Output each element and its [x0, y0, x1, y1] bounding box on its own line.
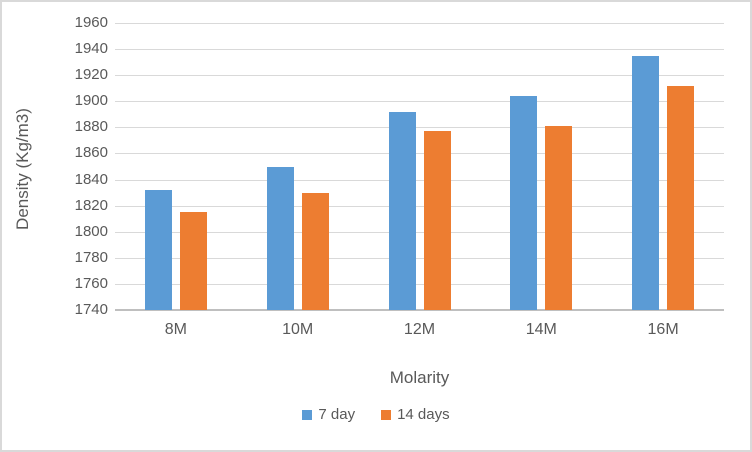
y-tick-label-1880: 1880	[74, 118, 108, 136]
plot-area	[115, 23, 724, 311]
bar-7day-8M	[144, 189, 172, 310]
bar-7day-12M	[388, 111, 416, 310]
gridline-y-1820	[115, 205, 724, 207]
y-tick-label-1840: 1840	[74, 170, 108, 188]
bar-14days-10M	[301, 192, 329, 310]
legend-label: 14 days	[397, 406, 450, 423]
legend-item-14days: 14 days	[381, 406, 450, 423]
legend-swatch-icon	[381, 409, 392, 420]
y-tick-label-1780: 1780	[74, 248, 108, 266]
x-tick-label-14M: 14M	[525, 321, 557, 338]
gridline-y-1780	[115, 257, 724, 259]
gridline-y-1960	[115, 23, 724, 24]
y-tick-label-1820: 1820	[74, 196, 108, 214]
bar-14days-16M	[667, 85, 695, 310]
y-tick-label-1800: 1800	[74, 222, 108, 240]
gridline-y-1920	[115, 75, 724, 77]
x-tick-label-10M: 10M	[282, 321, 314, 338]
y-tick-label-1760: 1760	[74, 274, 108, 292]
legend-label: 7 day	[318, 406, 356, 423]
legend: 7 day 14 days	[2, 406, 750, 423]
gridline-y-1900	[115, 101, 724, 103]
x-axis-tick-labels: 8M 10M 12M 14M 16M	[115, 321, 724, 343]
bar-7day-14M	[510, 96, 538, 310]
x-axis-title: Molarity	[389, 368, 450, 387]
y-tick-label-1920: 1920	[74, 66, 108, 84]
bar-7day-16M	[632, 55, 660, 310]
x-tick-label-12M: 12M	[403, 321, 436, 338]
bar-14days-14M	[545, 126, 573, 310]
gridline-y-1860	[115, 153, 724, 155]
legend-item-7day: 7 day	[302, 406, 355, 423]
gridline-y-1880	[115, 127, 724, 129]
bar-7day-10M	[266, 166, 294, 310]
bar-14days-12M	[423, 131, 451, 310]
y-tick-label-1740: 1740	[74, 301, 108, 318]
legend-swatch-icon	[302, 409, 313, 420]
y-tick-label-1860: 1860	[74, 144, 108, 162]
x-tick-label-16M: 16M	[647, 321, 679, 338]
y-tick-label-1960: 1960	[74, 14, 108, 31]
x-axis-line	[115, 309, 724, 311]
y-tick-label-1900: 1900	[74, 92, 108, 110]
x-tick-label-8M: 8M	[164, 321, 188, 338]
y-tick-label-1940: 1940	[74, 40, 108, 58]
bar-14days-8M	[179, 212, 207, 310]
gridline-y-1800	[115, 231, 724, 233]
y-axis-title: Density (Kg/m3)	[13, 108, 32, 230]
gridline-y-1840	[115, 179, 724, 181]
top-border-line	[0, 0, 752, 1]
gridline-y-1760	[115, 283, 724, 285]
gridline-y-1940	[115, 49, 724, 51]
